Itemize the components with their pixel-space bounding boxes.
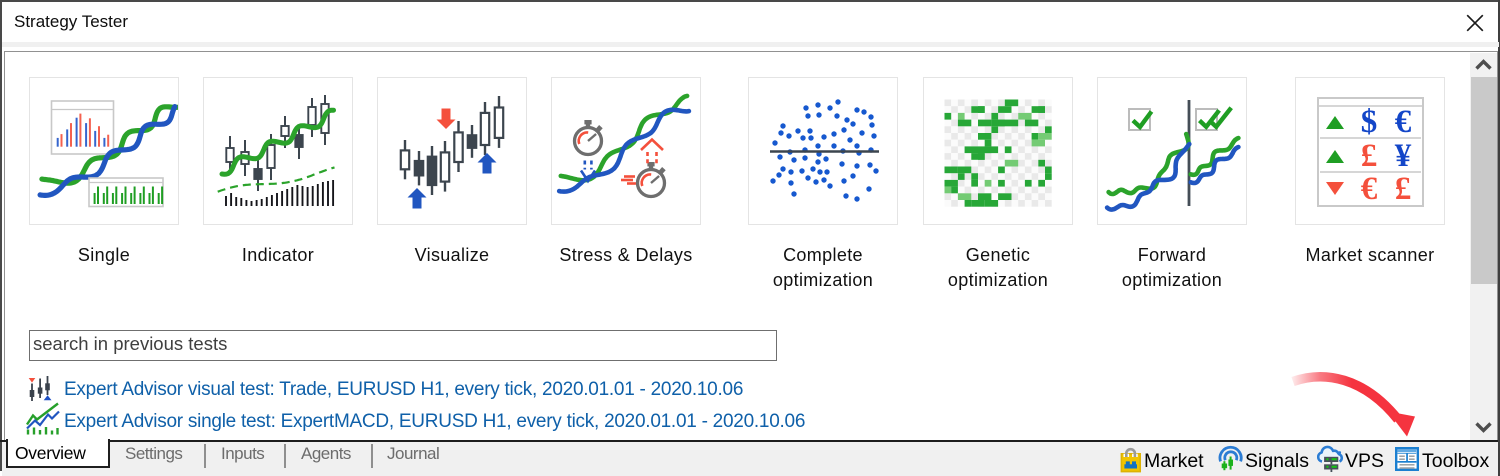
svg-text:€: € xyxy=(1395,104,1412,140)
svg-text:£: £ xyxy=(1395,171,1412,207)
svg-text:€: € xyxy=(1361,171,1378,207)
svg-text:$: $ xyxy=(1361,104,1378,140)
svg-text:£: £ xyxy=(1361,138,1378,174)
svg-text:¥: ¥ xyxy=(1395,138,1412,174)
